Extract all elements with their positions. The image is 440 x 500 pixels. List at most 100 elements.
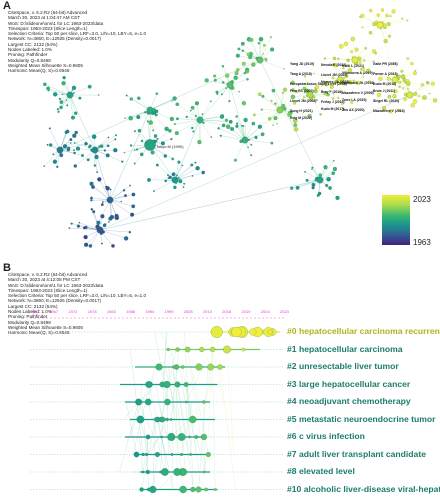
network-node (167, 177, 170, 179)
network-node (155, 113, 158, 117)
network-node (303, 96, 305, 98)
network-edge (319, 160, 334, 181)
network-node (337, 57, 340, 60)
network-edge (218, 128, 246, 141)
network-node (101, 242, 103, 245)
network-node (122, 189, 126, 192)
network-node (78, 96, 82, 100)
timeline-edge (161, 436, 168, 473)
network-node (311, 168, 313, 170)
network-node (397, 109, 401, 112)
network-node (84, 142, 88, 146)
panel-b-metadata: CiteSpace, v. 6.2.R2 (64-bit) Advanced Ma… (8, 272, 146, 336)
network-edge (259, 37, 272, 61)
network-node (66, 148, 71, 152)
cluster-label: #2 unresectable liver tumor (287, 361, 399, 371)
network-hub-node (171, 176, 179, 184)
network-node (91, 134, 97, 139)
network-node (352, 79, 356, 83)
network-node (270, 47, 275, 52)
network-node (164, 179, 167, 183)
network-edge (174, 119, 201, 125)
network-node (350, 36, 355, 42)
timeline-node (213, 488, 217, 491)
network-node (388, 34, 391, 38)
network-node (255, 137, 258, 140)
panel-b-meta-line: WoS: D:\slideone\ons\1 for LC 1963-2023\… (8, 282, 104, 288)
network-node (314, 89, 316, 91)
panel-b-meta-line: Harmonic Mean(Q, S)=0.9546 (8, 330, 70, 336)
year-tick-label: 2016 (222, 309, 232, 314)
network-node (271, 88, 276, 93)
timeline-node (207, 363, 215, 371)
cluster-label: #1 hepatocellular carcinoma (287, 343, 403, 354)
timeline-node (153, 417, 159, 422)
network-edge (262, 96, 281, 111)
network-node (324, 165, 327, 168)
network-node (332, 166, 337, 172)
network-node (81, 154, 84, 157)
panel-a-meta-line: Nodes Labeled: 1.0% (8, 47, 52, 53)
timeline-node (267, 329, 273, 335)
network-hub-node (66, 91, 74, 99)
timeline-edge (171, 419, 190, 438)
timeline-edge (186, 384, 193, 420)
network-node (294, 90, 298, 94)
network-node (90, 208, 93, 211)
panel-b-meta-line: Largest CC: 2132 (54%) (8, 303, 58, 309)
network-node (128, 115, 133, 121)
timeline-edge (203, 454, 208, 473)
network-node (344, 74, 349, 78)
network-node (90, 199, 93, 202)
network-node (160, 141, 165, 146)
network-node (237, 47, 241, 51)
network-node (90, 196, 93, 200)
year-tick-label: 1999 (164, 309, 174, 314)
network-node (57, 110, 60, 113)
network-node (201, 170, 205, 175)
network-node (240, 41, 245, 46)
timeline-node (231, 326, 242, 338)
network-node (137, 128, 142, 133)
network-node (148, 120, 153, 125)
network-node (210, 100, 212, 103)
timeline-node (174, 365, 179, 369)
network-node (389, 15, 392, 18)
network-node (249, 37, 254, 42)
network-node (219, 134, 222, 137)
timeline-edge (171, 366, 174, 490)
network-node (241, 101, 247, 106)
network-edge (109, 199, 134, 207)
timeline-node (154, 452, 160, 458)
network-node (281, 91, 284, 94)
panel-b-meta-line: CiteSpace, v. 6.2.R2 (64-bit) Advanced (8, 272, 88, 277)
network-node (185, 115, 188, 119)
network-node (97, 177, 102, 182)
network-node (192, 130, 195, 133)
network-node (281, 103, 286, 108)
network-node (317, 191, 322, 196)
timeline-node (135, 399, 141, 405)
network-node (62, 144, 68, 149)
network-node (362, 59, 366, 62)
network-node (194, 101, 199, 106)
network-node (136, 115, 141, 120)
network-node (257, 41, 261, 45)
network-edge (92, 186, 111, 201)
network-node (177, 177, 180, 179)
cluster-label: #8 elevated level (287, 466, 355, 476)
panel-a-meta-line: Largest CC: 2132 (54%) (8, 41, 58, 47)
timeline-edge (157, 401, 173, 455)
timeline-node (199, 346, 205, 352)
timeline-node (165, 417, 169, 422)
network-node (263, 43, 266, 47)
network-node (109, 188, 112, 191)
network-node (295, 185, 300, 190)
network-node (338, 44, 344, 49)
network-node (333, 80, 338, 84)
timeline-node (164, 398, 171, 406)
network-node (248, 55, 253, 60)
network-node (283, 68, 285, 70)
network-node (83, 226, 86, 230)
network-node (383, 39, 388, 44)
